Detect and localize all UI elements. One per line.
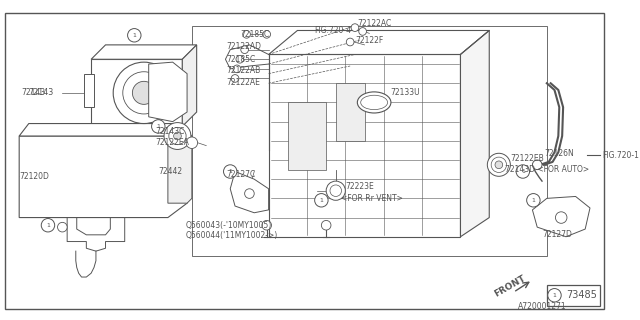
Circle shape	[173, 132, 181, 140]
Text: 72127D: 72127D	[542, 230, 572, 239]
Circle shape	[359, 28, 367, 35]
Circle shape	[58, 222, 67, 232]
Polygon shape	[84, 74, 94, 107]
Circle shape	[263, 30, 271, 38]
Polygon shape	[288, 102, 326, 170]
Polygon shape	[230, 172, 269, 213]
Text: 72143: 72143	[21, 88, 45, 97]
Polygon shape	[269, 54, 460, 237]
Circle shape	[321, 220, 331, 230]
Ellipse shape	[357, 92, 391, 113]
Text: 72120D: 72120D	[19, 172, 49, 181]
Polygon shape	[148, 62, 187, 122]
Text: 1: 1	[46, 223, 50, 228]
Text: 72223E: 72223E	[346, 182, 374, 191]
Circle shape	[315, 194, 328, 207]
Circle shape	[262, 220, 271, 230]
Text: 72133U: 72133U	[390, 88, 420, 97]
Circle shape	[548, 289, 561, 302]
Text: 72122AC: 72122AC	[357, 19, 391, 28]
Text: 72122EB: 72122EB	[510, 154, 544, 163]
Text: 72185C: 72185C	[227, 55, 255, 64]
Text: 1: 1	[531, 198, 535, 203]
Circle shape	[233, 65, 241, 73]
Circle shape	[556, 212, 567, 223]
Text: 72122AD: 72122AD	[227, 42, 261, 51]
Circle shape	[223, 165, 237, 178]
Circle shape	[236, 55, 244, 63]
Circle shape	[326, 181, 346, 200]
Text: FIG.720-4: FIG.720-4	[315, 26, 351, 35]
Text: 72143C: 72143C	[156, 127, 185, 136]
Polygon shape	[19, 136, 187, 218]
Circle shape	[113, 62, 175, 124]
Polygon shape	[532, 196, 590, 237]
Circle shape	[516, 165, 529, 178]
Text: 72143: 72143	[29, 88, 54, 97]
Polygon shape	[182, 45, 196, 126]
Circle shape	[41, 219, 54, 232]
Text: 72185C: 72185C	[240, 30, 269, 39]
Text: Q560044('11MY1002->): Q560044('11MY1002->)	[185, 231, 277, 240]
Circle shape	[132, 81, 156, 104]
Circle shape	[487, 153, 510, 176]
Circle shape	[351, 24, 359, 31]
Circle shape	[244, 189, 254, 198]
Text: A720001271: A720001271	[518, 302, 566, 311]
Text: 1: 1	[132, 33, 136, 38]
Text: 1: 1	[521, 169, 525, 174]
Circle shape	[532, 160, 542, 170]
Text: 1: 1	[228, 169, 232, 174]
Circle shape	[127, 28, 141, 42]
Text: 72122AE: 72122AE	[227, 78, 260, 87]
Text: 72126N: 72126N	[544, 149, 573, 158]
Text: <FOR Rr VENT>: <FOR Rr VENT>	[340, 194, 403, 203]
Circle shape	[164, 123, 191, 149]
Text: 1: 1	[552, 293, 556, 298]
Circle shape	[152, 120, 165, 133]
Text: Q560043(-'10MY1005): Q560043(-'10MY1005)	[185, 221, 271, 230]
Polygon shape	[91, 59, 182, 126]
Polygon shape	[91, 45, 196, 59]
Circle shape	[527, 194, 540, 207]
Text: 72122F: 72122F	[355, 36, 383, 44]
Circle shape	[330, 185, 342, 196]
Circle shape	[186, 137, 198, 148]
Circle shape	[231, 75, 239, 82]
Circle shape	[123, 72, 165, 114]
Polygon shape	[168, 124, 192, 203]
Text: FIG.720-1: FIG.720-1	[602, 151, 639, 160]
Text: FRONT: FRONT	[493, 274, 527, 299]
Text: 72442: 72442	[158, 167, 182, 176]
Text: 1: 1	[156, 124, 160, 129]
Circle shape	[169, 127, 186, 145]
Text: 73485: 73485	[566, 290, 597, 300]
Polygon shape	[19, 124, 177, 136]
Circle shape	[495, 161, 502, 169]
Circle shape	[346, 38, 354, 46]
Circle shape	[243, 30, 250, 38]
Text: 1: 1	[319, 198, 323, 203]
Ellipse shape	[361, 95, 388, 110]
Polygon shape	[269, 30, 489, 54]
Polygon shape	[460, 30, 489, 237]
Bar	[547, 285, 600, 306]
Text: 72122EA: 72122EA	[156, 138, 189, 147]
Polygon shape	[336, 83, 365, 141]
Text: 72127C: 72127C	[227, 170, 255, 179]
Circle shape	[241, 46, 248, 53]
Text: 72143D <FOR AUTO>: 72143D <FOR AUTO>	[504, 165, 589, 174]
Circle shape	[491, 157, 506, 172]
Text: 72122AB: 72122AB	[227, 66, 260, 75]
